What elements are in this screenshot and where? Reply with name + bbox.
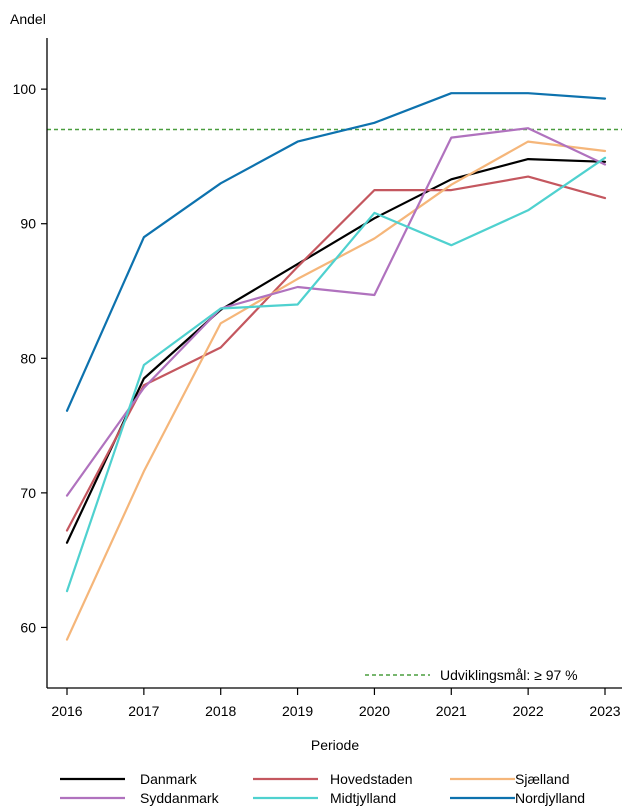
- x-axis-label: Periode: [311, 737, 359, 753]
- target-legend-label: Udviklingsmål: ≥ 97 %: [440, 667, 578, 683]
- legend-item-hovedstaden: Hovedstaden: [253, 771, 413, 787]
- x-tick-label: 2019: [282, 703, 313, 719]
- legend-label: Danmark: [140, 771, 198, 787]
- x-tick-label: 2023: [589, 703, 620, 719]
- x-tick-label: 2018: [205, 703, 236, 719]
- target-legend: Udviklingsmål: ≥ 97 %: [365, 667, 578, 683]
- legend-label: Nordjylland: [515, 790, 585, 806]
- series-line-midtjylland: [65, 156, 607, 593]
- legend-item-danmark: Danmark: [60, 771, 198, 787]
- series-line-nordjylland: [65, 92, 607, 412]
- x-tick-label: 2021: [436, 703, 467, 719]
- y-tick-label: 90: [20, 216, 36, 232]
- legend-label: Sjælland: [515, 771, 569, 787]
- y-tick-label: 60: [20, 619, 36, 635]
- legend-label: Syddanmark: [140, 790, 220, 806]
- legend-label: Midtjylland: [330, 790, 396, 806]
- legend-item-sjælland: Sjælland: [450, 771, 569, 787]
- y-axis-label: Andel: [10, 11, 46, 27]
- series-line-syddanmark: [65, 127, 607, 497]
- x-tick-label: 2020: [359, 703, 390, 719]
- legend-item-midtjylland: Midtjylland: [253, 790, 396, 806]
- x-tick-label: 2016: [51, 703, 82, 719]
- y-tick-label: 80: [20, 350, 36, 366]
- y-axis: 60 70 80 90 100: [13, 38, 48, 688]
- legend-label: Hovedstaden: [330, 771, 413, 787]
- x-tick-label: 2017: [128, 703, 159, 719]
- legend: Danmark Hovedstaden Sjælland Syddanmark Midt…: [60, 771, 585, 806]
- legend-item-nordjylland: Nordjylland: [450, 790, 585, 806]
- series-line-sjælland: [65, 140, 607, 641]
- series-line-hovedstaden: [65, 175, 607, 532]
- x-tick-label: 2022: [513, 703, 544, 719]
- plot-area: [47, 92, 622, 641]
- y-tick-label: 70: [20, 485, 36, 501]
- series-line-danmark: [65, 158, 607, 544]
- y-tick-label: 100: [13, 81, 37, 97]
- legend-item-syddanmark: Syddanmark: [60, 790, 220, 806]
- x-axis: 2016 2017 2018 2019 2020 2021 2022 2023: [47, 687, 622, 719]
